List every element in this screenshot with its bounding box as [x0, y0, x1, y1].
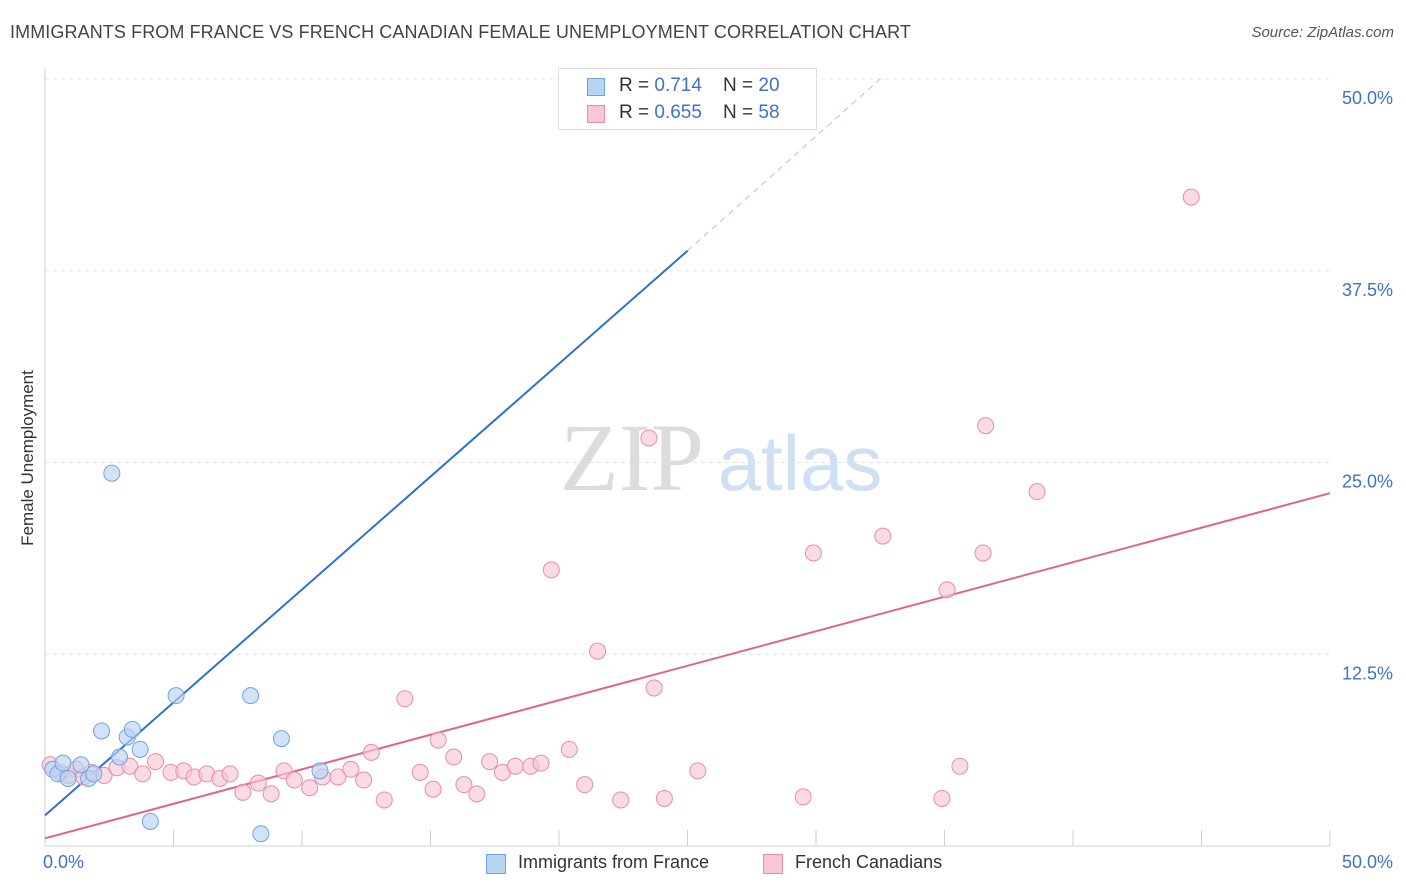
data-point-french-canadians — [221, 765, 239, 783]
data-point-french-canadians — [481, 753, 499, 771]
data-point-french-canadians — [375, 791, 393, 809]
axes — [44, 68, 1331, 847]
data-point-french-canadians — [362, 743, 380, 761]
data-point-french-canadians — [506, 757, 524, 775]
legend-r-label: R = — [619, 75, 655, 96]
data-point-french-canadians — [576, 776, 594, 794]
data-point-french-canadians — [445, 748, 463, 766]
data-point-french-canadians — [355, 771, 373, 789]
data-point-french-canadians — [655, 789, 673, 807]
y-tick-label: 50.0% — [1342, 88, 1393, 108]
data-point-immigrants-from-france — [72, 756, 90, 774]
legend-r-value: 0.655 — [654, 102, 702, 123]
legend-n-value: 58 — [758, 102, 780, 123]
legend-n-label: N = — [723, 102, 759, 123]
grid-lines — [45, 78, 1330, 655]
data-point-immigrants-from-france — [111, 748, 129, 766]
watermark-zip: ZIP — [560, 404, 704, 511]
y-tick-label: 37.5% — [1342, 280, 1393, 300]
y-tick-labels: 12.5% 25.0% 37.5% 50.0% — [1342, 88, 1393, 683]
data-point-french-canadians — [147, 753, 165, 771]
data-point-immigrants-from-france — [54, 754, 72, 772]
data-point-french-canadians — [301, 779, 319, 797]
data-point-immigrants-from-france — [272, 730, 290, 748]
data-point-french-canadians — [938, 581, 956, 599]
legend-r-value: 0.714 — [654, 75, 702, 96]
trend-line-immigrants-from-france — [44, 250, 689, 817]
data-point-french-canadians — [645, 679, 663, 697]
legend-r-label: R = — [619, 102, 655, 123]
legend-label: Immigrants from France — [518, 852, 710, 872]
data-point-french-canadians — [429, 731, 447, 749]
legend-swatch-blue — [486, 854, 506, 874]
data-point-french-canadians — [542, 561, 560, 579]
data-point-french-canadians — [1182, 188, 1200, 206]
data-point-immigrants-from-france — [59, 770, 77, 788]
data-point-french-canadians — [134, 765, 152, 783]
data-point-french-canadians — [329, 768, 347, 786]
data-point-immigrants-from-france — [123, 720, 141, 738]
x-tick-label-min: 0.0% — [43, 852, 85, 872]
data-point-immigrants-from-france — [103, 464, 121, 482]
data-point-french-canadians — [794, 788, 812, 806]
data-point-french-canadians — [532, 754, 550, 772]
watermark: ZIP atlas — [560, 404, 882, 511]
data-point-french-canadians — [640, 429, 658, 447]
data-point-immigrants-from-france — [311, 762, 329, 780]
legend-label: French Canadians — [795, 852, 943, 872]
legend-n-value: 20 — [758, 75, 780, 96]
data-point-french-canadians — [455, 776, 473, 794]
correlation-legend: R = 0.714 N = 20 R = 0.655 N = 58 — [558, 68, 817, 130]
legend-swatch-pink — [763, 854, 783, 874]
data-point-immigrants-from-france — [167, 687, 185, 705]
data-point-french-canadians — [560, 740, 578, 758]
data-point-french-canadians — [342, 760, 360, 778]
data-point-french-canadians — [589, 642, 607, 660]
data-point-french-canadians — [234, 783, 252, 801]
data-point-french-canadians — [262, 785, 280, 803]
y-tick-label: 12.5% — [1342, 663, 1393, 683]
series-legend: Immigrants from France French Canadians — [0, 852, 1406, 878]
data-point-french-canadians — [411, 763, 429, 781]
data-point-french-canadians — [951, 757, 969, 775]
source-label: Source: ZipAtlas.com — [1251, 24, 1394, 41]
data-point-french-canadians — [977, 417, 995, 435]
y-tick-label: 25.0% — [1342, 472, 1393, 492]
data-point-immigrants-from-france — [93, 722, 111, 740]
data-point-french-canadians — [974, 544, 992, 562]
data-point-immigrants-from-france — [252, 825, 270, 843]
watermark-atlas: atlas — [718, 419, 883, 507]
data-point-french-canadians — [424, 780, 442, 798]
data-point-immigrants-from-france — [85, 765, 103, 783]
data-point-immigrants-from-france — [141, 812, 159, 830]
data-point-french-canadians — [612, 791, 630, 809]
data-point-french-canadians — [1028, 483, 1046, 501]
data-point-french-canadians — [689, 762, 707, 780]
points-immigrants-from-france — [44, 72, 635, 843]
legend-swatch-blue — [587, 78, 605, 96]
data-point-french-canadians — [468, 785, 486, 803]
data-point-immigrants-from-france — [242, 687, 260, 705]
data-point-french-canadians — [933, 789, 951, 807]
data-point-french-canadians — [249, 774, 267, 792]
x-tick-label-max: 50.0% — [1341, 852, 1393, 872]
data-point-french-canadians — [285, 771, 303, 789]
y-axis-label: Female Unemployment — [18, 370, 37, 546]
legend-swatch-pink — [587, 105, 605, 123]
data-point-immigrants-from-france — [131, 740, 149, 758]
data-point-french-canadians — [874, 527, 892, 545]
data-point-french-canadians — [396, 690, 414, 708]
legend-n-label: N = — [723, 75, 759, 96]
chart-title: IMMIGRANTS FROM FRANCE VS FRENCH CANADIA… — [10, 22, 911, 42]
data-point-french-canadians — [804, 544, 822, 562]
